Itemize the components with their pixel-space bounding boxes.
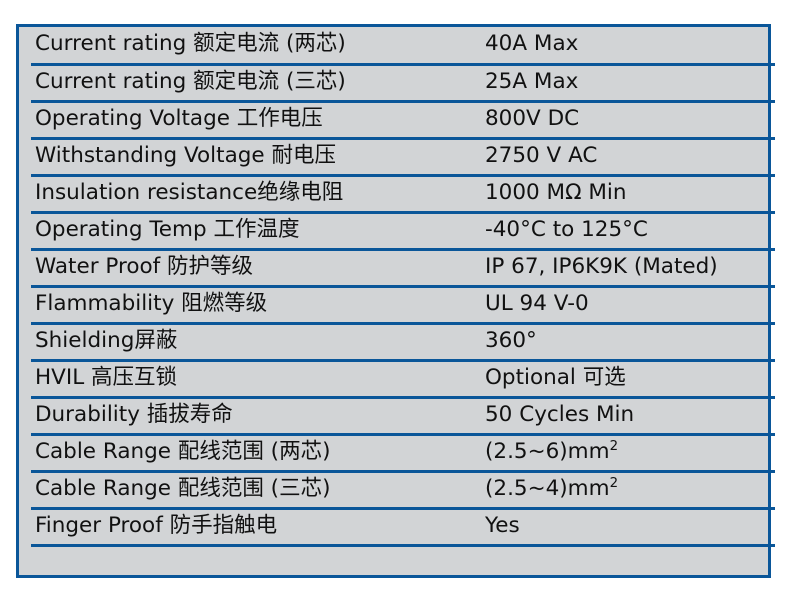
table-row: Insulation resistance绝缘电阻 1000 MΩ Min <box>31 175 775 214</box>
parameter-cell: HVIL 高压互锁 <box>31 360 473 399</box>
table-row: Cable Range 配线范围 (两芯) (2.5~6)mm2 <box>31 434 775 473</box>
value-cell: Optional 可选 <box>473 360 775 399</box>
value-cell: IP 67, IP6K9K (Mated) <box>473 249 775 288</box>
value-cell: 2750 V AC <box>473 138 775 177</box>
parameter-cell: Durability 插拔寿命 <box>31 397 473 436</box>
value-text: (2.5~4)mm <box>485 476 610 502</box>
value-text: 40A Max <box>485 31 579 57</box>
value-superscript: 2 <box>609 439 619 455</box>
value-text: 360° <box>485 328 537 354</box>
parameter-cell: Finger Proof 防手指触电 <box>31 508 473 547</box>
value-cell: UL 94 V-0 <box>473 286 775 325</box>
value-cell: 25A Max <box>473 64 775 103</box>
table-row: Current rating 额定电流 (两芯) 40A Max <box>31 27 775 66</box>
specification-table-body: Current rating 额定电流 (两芯) 40A Max Current r… <box>31 27 775 547</box>
value-cell: 800V DC <box>473 101 775 140</box>
value-text: Optional 可选 <box>485 365 626 391</box>
value-text: 1000 MΩ Min <box>485 180 627 206</box>
value-cell: Yes <box>473 508 775 547</box>
parameter-cell: Current rating 额定电流 (三芯) <box>31 64 473 103</box>
parameter-cell: Flammability 阻燃等级 <box>31 286 473 325</box>
value-cell: (2.5~4)mm2 <box>473 471 775 510</box>
specification-panel: Current rating 额定电流 (两芯) 40A Max Current r… <box>16 24 775 578</box>
table-row: Current rating 额定电流 (三芯) 25A Max <box>31 64 775 103</box>
value-cell: (2.5~6)mm2 <box>473 434 775 473</box>
value-text: UL 94 V-0 <box>485 291 589 317</box>
value-cell: 1000 MΩ Min <box>473 175 775 214</box>
table-row: Operating Temp 工作温度 -40°C to 125°C <box>31 212 775 251</box>
value-cell: 40A Max <box>473 27 775 66</box>
parameter-cell: Insulation resistance绝缘电阻 <box>31 175 473 214</box>
value-text: 50 Cycles Min <box>485 402 635 428</box>
value-cell: -40°C to 125°C <box>473 212 775 251</box>
parameter-cell: Operating Temp 工作温度 <box>31 212 473 251</box>
table-row: Flammability 阻燃等级 UL 94 V-0 <box>31 286 775 325</box>
specification-table: Current rating 额定电流 (两芯) 40A Max Current r… <box>31 27 775 547</box>
parameter-cell: Cable Range 配线范围 (两芯) <box>31 434 473 473</box>
parameter-cell: Shielding屏蔽 <box>31 323 473 362</box>
value-text: 2750 V AC <box>485 143 598 169</box>
value-superscript: 2 <box>609 476 619 492</box>
value-cell: 360° <box>473 323 775 362</box>
table-row: Shielding屏蔽 360° <box>31 323 775 362</box>
value-text: Yes <box>485 513 520 539</box>
value-text: 25A Max <box>485 69 579 95</box>
table-row: Durability 插拔寿命 50 Cycles Min <box>31 397 775 436</box>
table-row: Operating Voltage 工作电压 800V DC <box>31 101 775 140</box>
table-row: Finger Proof 防手指触电 Yes <box>31 508 775 547</box>
value-cell: 50 Cycles Min <box>473 397 775 436</box>
parameter-cell: Cable Range 配线范围 (三芯) <box>31 471 473 510</box>
value-text: -40°C to 125°C <box>485 217 648 243</box>
parameter-cell: Current rating 额定电流 (两芯) <box>31 27 473 66</box>
parameter-cell: Operating Voltage 工作电压 <box>31 101 473 140</box>
value-text: (2.5~6)mm <box>485 439 610 465</box>
parameter-cell: Water Proof 防护等级 <box>31 249 473 288</box>
value-text: IP 67, IP6K9K (Mated) <box>485 254 718 280</box>
table-row: Withstanding Voltage 耐电压 2750 V AC <box>31 138 775 177</box>
table-row: HVIL 高压互锁 Optional 可选 <box>31 360 775 399</box>
value-text: 800V DC <box>485 106 580 132</box>
table-row: Water Proof 防护等级 IP 67, IP6K9K (Mated) <box>31 249 775 288</box>
parameter-cell: Withstanding Voltage 耐电压 <box>31 138 473 177</box>
table-row: Cable Range 配线范围 (三芯) (2.5~4)mm2 <box>31 471 775 510</box>
